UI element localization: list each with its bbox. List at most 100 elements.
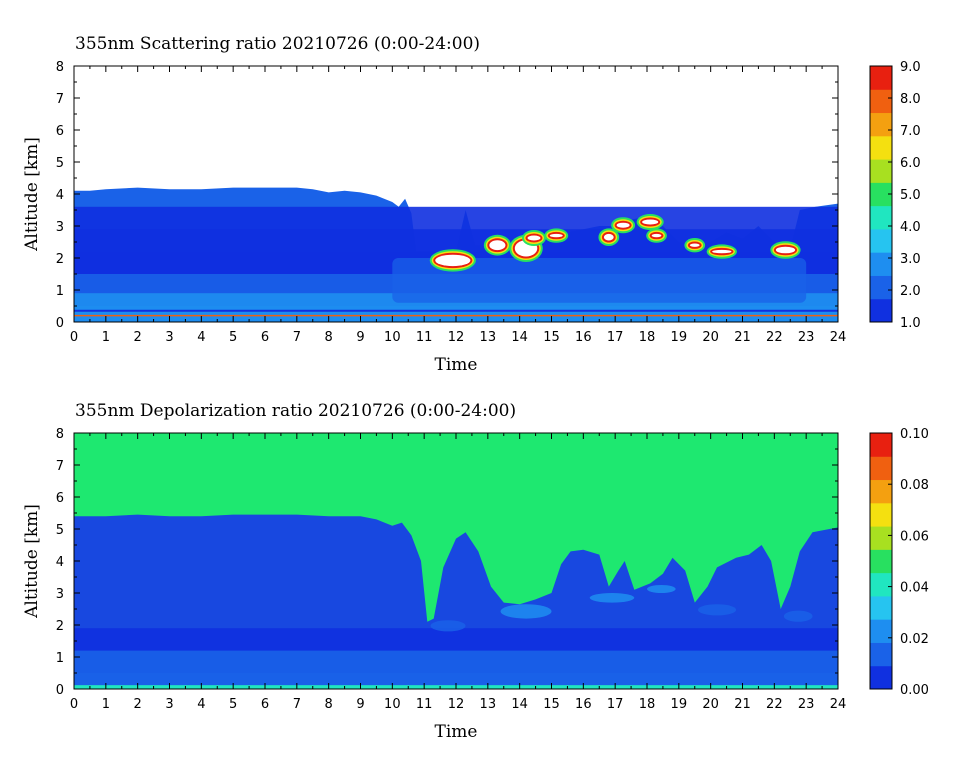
x-tick-label: 12 (448, 697, 465, 712)
x-tick-label: 13 (480, 330, 497, 345)
scattering-x-axis-label: Time (435, 355, 478, 375)
x-tick-label: 2 (134, 330, 142, 345)
colorbar-swatch (870, 205, 892, 230)
x-tick-label: 7 (293, 697, 301, 712)
x-tick-label: 5 (229, 697, 237, 712)
y-tick-label: 4 (56, 188, 64, 203)
depolarization-chart-title: 355nm Depolarization ratio 20210726 (0:0… (75, 401, 516, 421)
depolarization-axes-ticks: 0 1 2 3 4 5 6 7 8 9 10 11 12 13 14 15 16 17 18 19 20 21 22 23 24… (56, 427, 847, 712)
x-tick-label: 0 (70, 330, 78, 345)
x-tick-label: 21 (734, 330, 751, 345)
colorbar-swatch (870, 642, 892, 667)
y-tick-label: 3 (56, 220, 64, 235)
x-tick-label: 23 (798, 330, 815, 345)
colorbar-swatch (870, 89, 892, 114)
colorbar-tick-label: 0.04 (900, 581, 929, 596)
colorbar-tick-label: 0.08 (900, 478, 929, 493)
colorbar-swatch (870, 456, 892, 481)
colorbar-tick-label: 2.0 (900, 284, 921, 299)
colorbar-swatch (870, 665, 892, 690)
x-tick-label: 3 (165, 330, 173, 345)
depol-patch (430, 620, 466, 632)
depolarization-y-axis-label: Altitude [km] (22, 504, 42, 619)
cloud-core (603, 233, 614, 241)
x-tick-label: 17 (607, 330, 624, 345)
cloud-core (616, 222, 630, 228)
cloud-core (689, 243, 700, 247)
x-tick-label: 18 (639, 330, 656, 345)
colorbar-tick-label: 3.0 (900, 252, 921, 267)
colorbar-swatch (870, 275, 892, 300)
depolarization-plot-area (74, 433, 838, 689)
x-tick-label: 2 (134, 697, 142, 712)
depol-patch (697, 604, 737, 616)
x-tick-label: 12 (448, 330, 465, 345)
depol-patch (589, 593, 635, 603)
colorbar-swatch (870, 182, 892, 207)
scattering-plot-area (74, 66, 838, 322)
y-tick-label: 7 (56, 92, 64, 107)
colorbar-tick-label: 9.0 (900, 60, 921, 75)
x-tick-label: 4 (197, 697, 205, 712)
colorbar-swatch (870, 619, 892, 643)
x-tick-label: 15 (543, 330, 560, 345)
y-tick-label: 2 (56, 619, 64, 634)
colorbar-swatch (870, 526, 892, 550)
scattering-chart-title: 355nm Scattering ratio 20210726 (0:00-24… (75, 34, 480, 54)
scattering-axes-ticks: 0 1 2 3 4 5 6 7 8 9 10 11 12 13 14 15 16 17 18 19 20 21 22 23 24… (56, 60, 847, 345)
x-tick-label: 3 (165, 697, 173, 712)
x-tick-label: 24 (830, 697, 847, 712)
x-tick-label: 8 (325, 697, 333, 712)
y-tick-label: 2 (56, 252, 64, 267)
colorbar-tick-label: 1.0 (900, 316, 921, 331)
x-tick-label: 1 (102, 697, 110, 712)
cloud-core (435, 254, 471, 267)
cloud-core (651, 233, 662, 238)
scattering-ratio-panel: 355nm Scattering ratio 20210726 (0:00-24… (22, 34, 921, 375)
depolarization-ratio-panel: 355nm Depolarization ratio 20210726 (0:0… (22, 401, 929, 742)
y-tick-label: 5 (56, 523, 64, 538)
colorbar-swatch (870, 228, 892, 253)
cloud-core (489, 240, 506, 251)
x-tick-label: 20 (702, 330, 719, 345)
x-tick-label: 16 (575, 330, 592, 345)
x-tick-label: 23 (798, 697, 815, 712)
colorbar-tick-label: 8.0 (900, 92, 921, 107)
y-tick-label: 0 (56, 316, 64, 331)
cloud-core (712, 249, 732, 254)
x-tick-label: 5 (229, 330, 237, 345)
colorbar-swatch (870, 433, 892, 457)
x-tick-label: 24 (830, 330, 847, 345)
colorbar-swatch (870, 479, 892, 504)
colorbar-tick-label: 7.0 (900, 124, 921, 139)
x-tick-label: 4 (197, 330, 205, 345)
cloud-core (549, 233, 563, 238)
y-tick-label: 8 (56, 60, 64, 75)
x-tick-label: 15 (543, 697, 560, 712)
x-tick-label: 20 (702, 697, 719, 712)
cloud-core (642, 219, 659, 225)
colorbar-tick-label: 5.0 (900, 188, 921, 203)
depol-patch (783, 610, 813, 622)
x-tick-label: 6 (261, 697, 269, 712)
depol-patch (647, 585, 676, 593)
colorbar-frame (869, 432, 893, 690)
x-tick-label: 6 (261, 330, 269, 345)
x-tick-label: 13 (480, 697, 497, 712)
x-tick-label: 0 (70, 697, 78, 712)
colorbar-swatch (870, 252, 892, 276)
colorbar-swatch (870, 135, 892, 160)
colorbar-tick-label: 0.02 (900, 632, 929, 647)
scattering-y-axis-label: Altitude [km] (22, 137, 42, 252)
x-tick-label: 21 (734, 697, 751, 712)
x-tick-label: 22 (766, 697, 783, 712)
depolarization-colorbar: 0.00 0.02 0.04 0.06 0.08 0.10 (869, 427, 929, 698)
y-tick-label: 1 (56, 651, 64, 666)
x-tick-label: 8 (325, 330, 333, 345)
colorbar-swatch (870, 66, 892, 90)
x-tick-label: 22 (766, 330, 783, 345)
y-tick-label: 3 (56, 587, 64, 602)
scattering-colorbar: 1.0 2.0 3.0 4.0 5.0 6.0 7.0 8.0 9.0 (869, 60, 921, 331)
cloud-core (775, 246, 796, 254)
